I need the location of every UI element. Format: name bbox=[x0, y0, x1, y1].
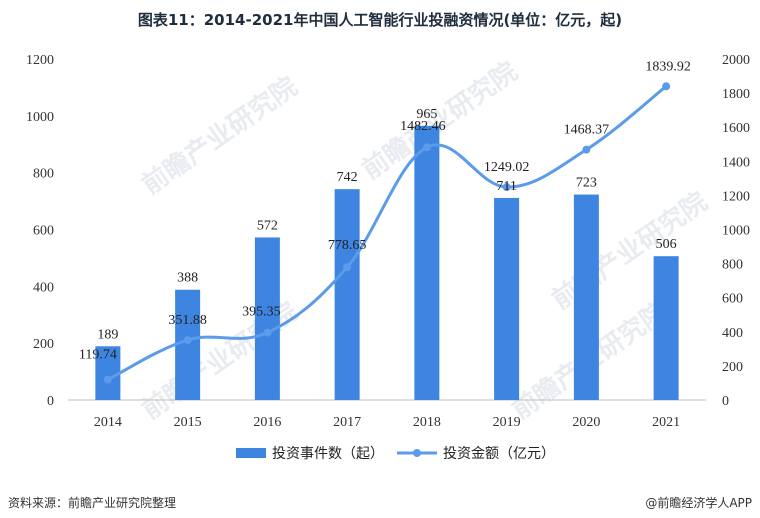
bar-value-label: 711 bbox=[496, 179, 516, 194]
line-point-2015 bbox=[183, 336, 192, 345]
y-right-tick-label: 1800 bbox=[722, 87, 750, 102]
brand-credit: @前瞻经济学人APP bbox=[645, 496, 752, 510]
line-value-label: 395.35 bbox=[242, 305, 281, 320]
bar-value-label: 965 bbox=[416, 107, 437, 122]
bar-value-label: 506 bbox=[656, 237, 677, 252]
bar-2015 bbox=[175, 289, 201, 400]
line-value-label: 1249.02 bbox=[484, 160, 530, 175]
x-tick-label: 2021 bbox=[652, 415, 680, 430]
y-right-tick-label: 1600 bbox=[722, 121, 750, 136]
bar-value-label: 572 bbox=[257, 218, 278, 233]
bar-2018 bbox=[414, 125, 440, 400]
line-point-2016 bbox=[263, 328, 272, 337]
line-value-label: 1839.92 bbox=[645, 59, 691, 74]
x-tick-label: 2015 bbox=[174, 415, 202, 430]
x-tick-label: 2018 bbox=[413, 415, 441, 430]
bar-2021 bbox=[653, 256, 679, 400]
line-point-2020 bbox=[582, 145, 591, 154]
source-note: 资料来源：前瞻产业研究院整理 bbox=[8, 496, 177, 510]
data-labels: 189 388 572 742 965 711 723 506 119.74 351.88 395.… bbox=[79, 59, 691, 362]
legend-bar-label: 投资事件数（起） bbox=[272, 446, 384, 462]
y-right-tick-label: 400 bbox=[722, 326, 743, 341]
bar-value-label: 189 bbox=[97, 327, 118, 342]
x-tick-label: 2014 bbox=[94, 415, 122, 430]
line-value-label: 1468.37 bbox=[564, 123, 610, 138]
x-tick-label: 2020 bbox=[572, 415, 600, 430]
line-point-2018 bbox=[422, 143, 431, 152]
y-right-tick-label: 1000 bbox=[722, 224, 750, 239]
line-value-label: 351.88 bbox=[168, 313, 207, 328]
y-left-tick-label: 0 bbox=[47, 394, 54, 409]
y-right-tick-label: 600 bbox=[722, 292, 743, 307]
line-point-2017 bbox=[343, 263, 352, 272]
line-value-label: 778.65 bbox=[328, 238, 367, 253]
bar-value-label: 388 bbox=[177, 271, 198, 286]
y-left-tick-label: 200 bbox=[33, 337, 54, 352]
y-right-tick-label: 0 bbox=[722, 394, 729, 409]
x-tick-label: 2019 bbox=[493, 415, 521, 430]
line-point-2021 bbox=[662, 82, 671, 91]
y-left-tick-label: 1000 bbox=[26, 110, 54, 125]
y-right-tick-label: 1200 bbox=[722, 189, 750, 204]
line-point-2019 bbox=[502, 183, 511, 192]
bar-2017 bbox=[334, 189, 360, 400]
y-right-tick-label: 2000 bbox=[722, 53, 750, 68]
bar-2014 bbox=[95, 346, 121, 400]
legend-bar-swatch bbox=[236, 448, 266, 458]
y-left-tick-label: 800 bbox=[33, 167, 54, 182]
bar-2016 bbox=[254, 237, 280, 400]
axes: 0 200 400 600 800 1000 1200 0 200 400 600 800 1000 12… bbox=[26, 53, 750, 430]
y-right-tick-label: 800 bbox=[722, 258, 743, 273]
legend-line-label: 投资金额（亿元） bbox=[443, 446, 555, 462]
bar-2019 bbox=[494, 197, 520, 400]
bar-series bbox=[95, 125, 679, 400]
bar-2020 bbox=[573, 194, 599, 400]
x-tick-label: 2016 bbox=[253, 415, 281, 430]
y-right-tick-label: 200 bbox=[722, 360, 743, 375]
watermark-text: 前瞻产业研究院 bbox=[546, 186, 713, 316]
line-value-label: 119.74 bbox=[79, 348, 117, 363]
line-series bbox=[103, 82, 671, 384]
y-left-tick-label: 600 bbox=[33, 224, 54, 239]
watermark-text: 前瞻产业研究院 bbox=[136, 71, 303, 201]
legend-line-marker bbox=[413, 449, 421, 457]
x-tick-label: 2017 bbox=[333, 415, 361, 430]
chart-title: 图表11：2014-2021年中国人工智能行业投融资情况(单位：亿元，起) bbox=[137, 11, 623, 29]
y-right-tick-label: 1400 bbox=[722, 155, 750, 170]
investment-amount-line bbox=[107, 85, 668, 381]
line-point-2014 bbox=[103, 375, 112, 384]
y-left-tick-label: 400 bbox=[33, 280, 54, 295]
y-left-tick-label: 1200 bbox=[26, 53, 54, 68]
line-value-label: 1482.46 bbox=[400, 119, 446, 134]
bar-value-label: 742 bbox=[337, 170, 358, 185]
legend: 投资事件数（起） 投资金额（亿元） bbox=[236, 446, 555, 462]
bar-value-label: 723 bbox=[576, 176, 597, 191]
